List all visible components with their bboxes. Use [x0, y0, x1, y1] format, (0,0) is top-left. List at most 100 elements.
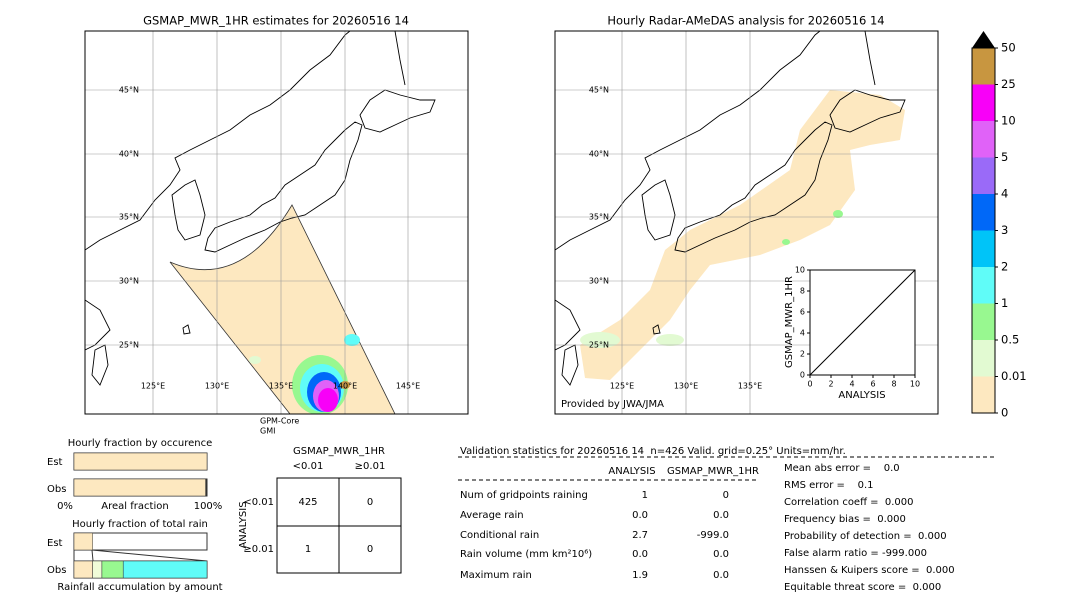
stat-value: 1.9 — [632, 570, 648, 581]
sensor: GMI — [260, 427, 275, 436]
row-label: Est — [47, 538, 63, 549]
left-map-frame — [84, 30, 469, 415]
cell: 0 — [367, 497, 373, 508]
lon-label: 135°E — [738, 382, 762, 391]
connector — [91, 549, 208, 562]
swath — [169, 204, 396, 414]
x-tick-label: 6 — [870, 380, 875, 389]
header: GSMAP_MWR_1HR — [667, 466, 759, 477]
row-label: Obs — [47, 565, 66, 576]
lon-label: 140°E — [333, 382, 357, 391]
contingency-title: GSMAP_MWR_1HR — [293, 446, 385, 457]
precip — [656, 334, 684, 346]
stat-name: Average rain — [460, 510, 524, 521]
colorbar-label: 10 — [1001, 114, 1016, 128]
fraction-bar — [205, 478, 208, 497]
precip — [580, 332, 620, 348]
colorbar-label: 0.01 — [1001, 369, 1027, 383]
lat-label: 35°N — [119, 213, 139, 222]
row-label: <0.01 — [243, 497, 274, 508]
right-map-frame — [554, 30, 939, 415]
occurrence-title: Hourly fraction by occurence — [68, 438, 212, 449]
colorbar-label: 1 — [1001, 296, 1008, 310]
colorbar-label: 3 — [1001, 223, 1008, 237]
y-tick-label: 10 — [795, 266, 805, 275]
x-tick-label: 2 — [828, 380, 833, 389]
colorbar-box — [972, 121, 995, 158]
stat-value: 0 — [723, 490, 729, 501]
stat-value: 0.0 — [632, 549, 648, 560]
fraction-bar — [101, 560, 124, 579]
diagonal — [809, 269, 916, 376]
y-tick-label: 2 — [800, 350, 805, 359]
stat-value: 0.0 — [713, 570, 729, 581]
score: False alarm ratio = -999.000 — [784, 548, 927, 559]
satellite: GPM-Core — [260, 417, 299, 426]
lon-label: 125°E — [610, 382, 634, 391]
colorbar-label: 4 — [1001, 187, 1008, 201]
contingency-table: GSMAP_MWR_1HR <0.01 ≥0.01 ANALYSIS <0.01… — [238, 446, 402, 574]
cell: 1 — [305, 544, 311, 555]
stat-name: Maximum rain — [460, 570, 532, 581]
colorbar-label: 0.5 — [1001, 333, 1019, 347]
y-tick-label: 8 — [800, 287, 805, 296]
colorbar-label: 0 — [1001, 406, 1008, 420]
colorbar-box — [972, 157, 995, 194]
fraction-bar — [122, 560, 208, 579]
stat-value: -999.0 — [697, 530, 729, 541]
stat-name: Conditional rain — [460, 530, 539, 541]
lat-label: 25°N — [119, 341, 139, 350]
y-tick-label: 6 — [800, 308, 805, 317]
row-label: ≥0.01 — [243, 544, 274, 555]
lat-label: 30°N — [589, 277, 609, 286]
x-tick-label: 0 — [807, 380, 812, 389]
x-tick-label: 8 — [891, 380, 896, 389]
lat-label: 25°N — [589, 341, 609, 350]
score: Hanssen & Kuipers score = 0.000 — [784, 565, 955, 576]
validation-title: Validation statistics for 20260516 14 n=… — [460, 446, 846, 457]
fraction-panels: Hourly fraction by occurence Est Obs 0% … — [47, 438, 223, 593]
cell: 425 — [298, 497, 317, 508]
total-rain-title: Hourly fraction of total rain — [72, 519, 208, 530]
lat-label: 30°N — [119, 277, 139, 286]
colorbar-label: 25 — [1001, 77, 1016, 91]
stat-value: 0.0 — [713, 510, 729, 521]
lon-label: 130°E — [674, 382, 698, 391]
colorbar-box — [972, 84, 995, 121]
lat-label: 40°N — [119, 150, 139, 159]
col-label: <0.01 — [293, 461, 324, 472]
left-map-title: GSMAP_MWR_1HR estimates for 20260516 14 — [143, 14, 409, 28]
score: Mean abs error = 0.0 — [784, 463, 900, 474]
y-tick-label: 4 — [800, 329, 805, 338]
inset-scatter: ANALYSIS GSMAP_MWR_1HR 0 2 4 6 8 10 0 2 4 6 8 10 — [784, 266, 920, 402]
lon-label: 125°E — [141, 382, 165, 391]
connector — [91, 549, 94, 562]
colorbar-box — [972, 194, 995, 231]
colorbar-label: 50 — [1001, 41, 1016, 55]
colorbar-label: 5 — [1001, 150, 1008, 164]
score: Equitable threat score = 0.000 — [784, 582, 941, 593]
stat-value: 0.0 — [713, 549, 729, 560]
col-label: ≥0.01 — [355, 461, 386, 472]
colorbar-extend — [972, 31, 995, 48]
fraction-bar — [73, 560, 93, 579]
row-label: Est — [47, 457, 63, 468]
precip — [782, 239, 790, 245]
right-map-title: Hourly Radar-AMeDAS analysis for 2026051… — [607, 14, 884, 28]
stat-value: 2.7 — [632, 530, 648, 541]
colorbar-box — [972, 230, 995, 267]
axis-label: 100% — [194, 501, 223, 512]
validation-stats: Validation statistics for 20260516 14 n=… — [458, 446, 996, 593]
fraction-bar — [73, 478, 206, 497]
inset-xlabel: ANALYSIS — [838, 390, 885, 401]
lon-label: 145°E — [396, 382, 420, 391]
fraction-bar — [92, 560, 103, 579]
x-tick-label: 4 — [849, 380, 854, 389]
score: RMS error = 0.1 — [784, 480, 874, 491]
colorbar-box — [972, 340, 995, 377]
lat-label: 35°N — [589, 213, 609, 222]
fraction-bar — [73, 532, 93, 551]
row-title: ANALYSIS — [238, 501, 249, 548]
axis-label: 0% — [57, 501, 73, 512]
